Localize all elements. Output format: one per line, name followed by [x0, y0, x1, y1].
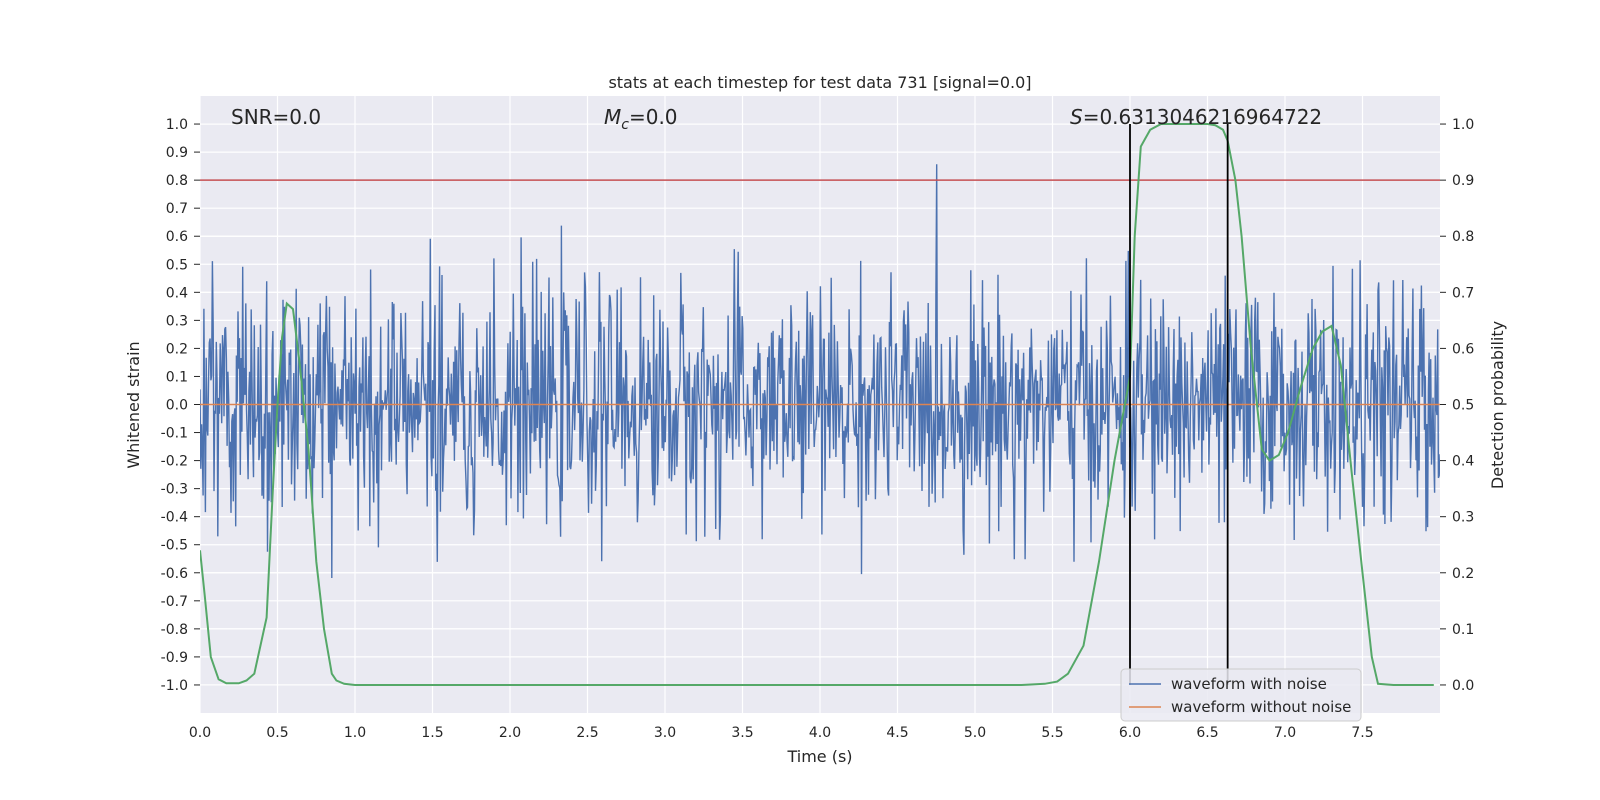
y-tick-label: -0.7: [161, 594, 188, 610]
y-tick-label: -0.6: [161, 566, 188, 582]
y-tick-label: 0.0: [166, 398, 188, 414]
s-value: =0.6313046216964722: [1083, 105, 1322, 129]
y-axis-label: Whitened strain: [124, 341, 143, 468]
y-right-tick-label: 0.7: [1452, 285, 1474, 301]
x-tick-label: 4.5: [886, 725, 908, 741]
y-right-axis-ticks: 1.0 0.9 0.8 0.7 0.6 0.5 0.4 0.3 0.2 0.1 0.0: [1440, 117, 1474, 694]
y-tick-label: 0.5: [166, 257, 188, 273]
x-tick-label: 3.0: [654, 725, 676, 741]
y-tick-label: -0.2: [161, 454, 188, 470]
y-right-tick-label: 0.0: [1452, 678, 1474, 694]
y-tick-label: -0.3: [161, 482, 188, 498]
y-tick-label: 0.7: [166, 201, 188, 217]
y-right-axis-label: Detection probability: [1488, 321, 1507, 489]
x-tick-label: 5.5: [1041, 725, 1063, 741]
x-tick-label: 6.5: [1196, 725, 1218, 741]
y-tick-label: 0.8: [166, 173, 188, 189]
legend: waveform with noise waveform without noi…: [1120, 668, 1362, 722]
mc-subscript: c: [621, 117, 629, 133]
mc-symbol: M: [604, 105, 621, 129]
legend-label-noise: waveform with noise: [1171, 675, 1327, 693]
y-right-tick-label: 0.9: [1452, 173, 1474, 189]
x-tick-label: 5.0: [964, 725, 986, 741]
x-tick-label: 1.5: [421, 725, 443, 741]
y-right-tick-label: 1.0: [1452, 117, 1474, 133]
x-axis-label: Time (s): [786, 747, 852, 766]
y-tick-label: -0.1: [161, 426, 188, 442]
mc-value: =0.0: [629, 105, 678, 129]
y-right-tick-label: 0.3: [1452, 510, 1474, 526]
y-tick-label: -0.4: [161, 510, 188, 526]
x-axis-ticks: 0.0 0.5 1.0 1.5 2.0 2.5 3.0 3.5 4.0 4.5 5.0 5.5 6.0 6…: [189, 725, 1374, 741]
x-tick-label: 1.0: [344, 725, 366, 741]
chirp-mass-annotation: Mc=0.0: [604, 105, 678, 133]
x-tick-label: 7.5: [1351, 725, 1373, 741]
plot-marks: [200, 123, 1440, 686]
y-right-tick-label: 0.5: [1452, 398, 1474, 414]
snr-annotation: SNR=0.0: [231, 105, 321, 129]
y-right-tick-label: 0.8: [1452, 229, 1474, 245]
y-right-tick-label: 0.1: [1452, 622, 1474, 638]
x-tick-label: 3.5: [731, 725, 753, 741]
y-tick-label: 0.3: [166, 313, 188, 329]
legend-box: [1120, 668, 1362, 722]
x-tick-label: 0.5: [266, 725, 288, 741]
y-tick-label: 0.4: [166, 285, 188, 301]
y-tick-label: -0.8: [161, 622, 188, 638]
y-right-tick-label: 0.6: [1452, 341, 1474, 357]
y-tick-label: -0.5: [161, 538, 188, 554]
y-tick-label: -1.0: [161, 678, 188, 694]
y-right-tick-label: 0.4: [1452, 454, 1474, 470]
x-tick-label: 0.0: [189, 725, 211, 741]
series-detection-probability: [200, 123, 1434, 686]
s-symbol: S: [1070, 105, 1083, 129]
score-annotation: S=0.6313046216964722: [1070, 105, 1322, 129]
chart-title: stats at each timestep for test data 731…: [608, 73, 1031, 92]
y-tick-label: 0.9: [166, 145, 188, 161]
y-right-tick-label: 0.2: [1452, 566, 1474, 582]
legend-label-clean: waveform without noise: [1171, 698, 1351, 716]
x-tick-label: 2.5: [576, 725, 598, 741]
y-tick-label: 1.0: [166, 117, 188, 133]
x-tick-label: 6.0: [1119, 725, 1141, 741]
x-tick-label: 4.0: [809, 725, 831, 741]
y-axis-ticks: 1.0 0.9 0.8 0.7 0.6 0.5 0.4 0.3 0.2 0.1 0.0 -0.1 -0.…: [161, 117, 200, 694]
y-tick-label: 0.1: [166, 369, 188, 385]
y-tick-label: -0.9: [161, 650, 188, 666]
x-tick-label: 7.0: [1274, 725, 1296, 741]
y-tick-label: 0.2: [166, 341, 188, 357]
y-tick-label: 0.6: [166, 229, 188, 245]
x-tick-label: 2.0: [499, 725, 521, 741]
